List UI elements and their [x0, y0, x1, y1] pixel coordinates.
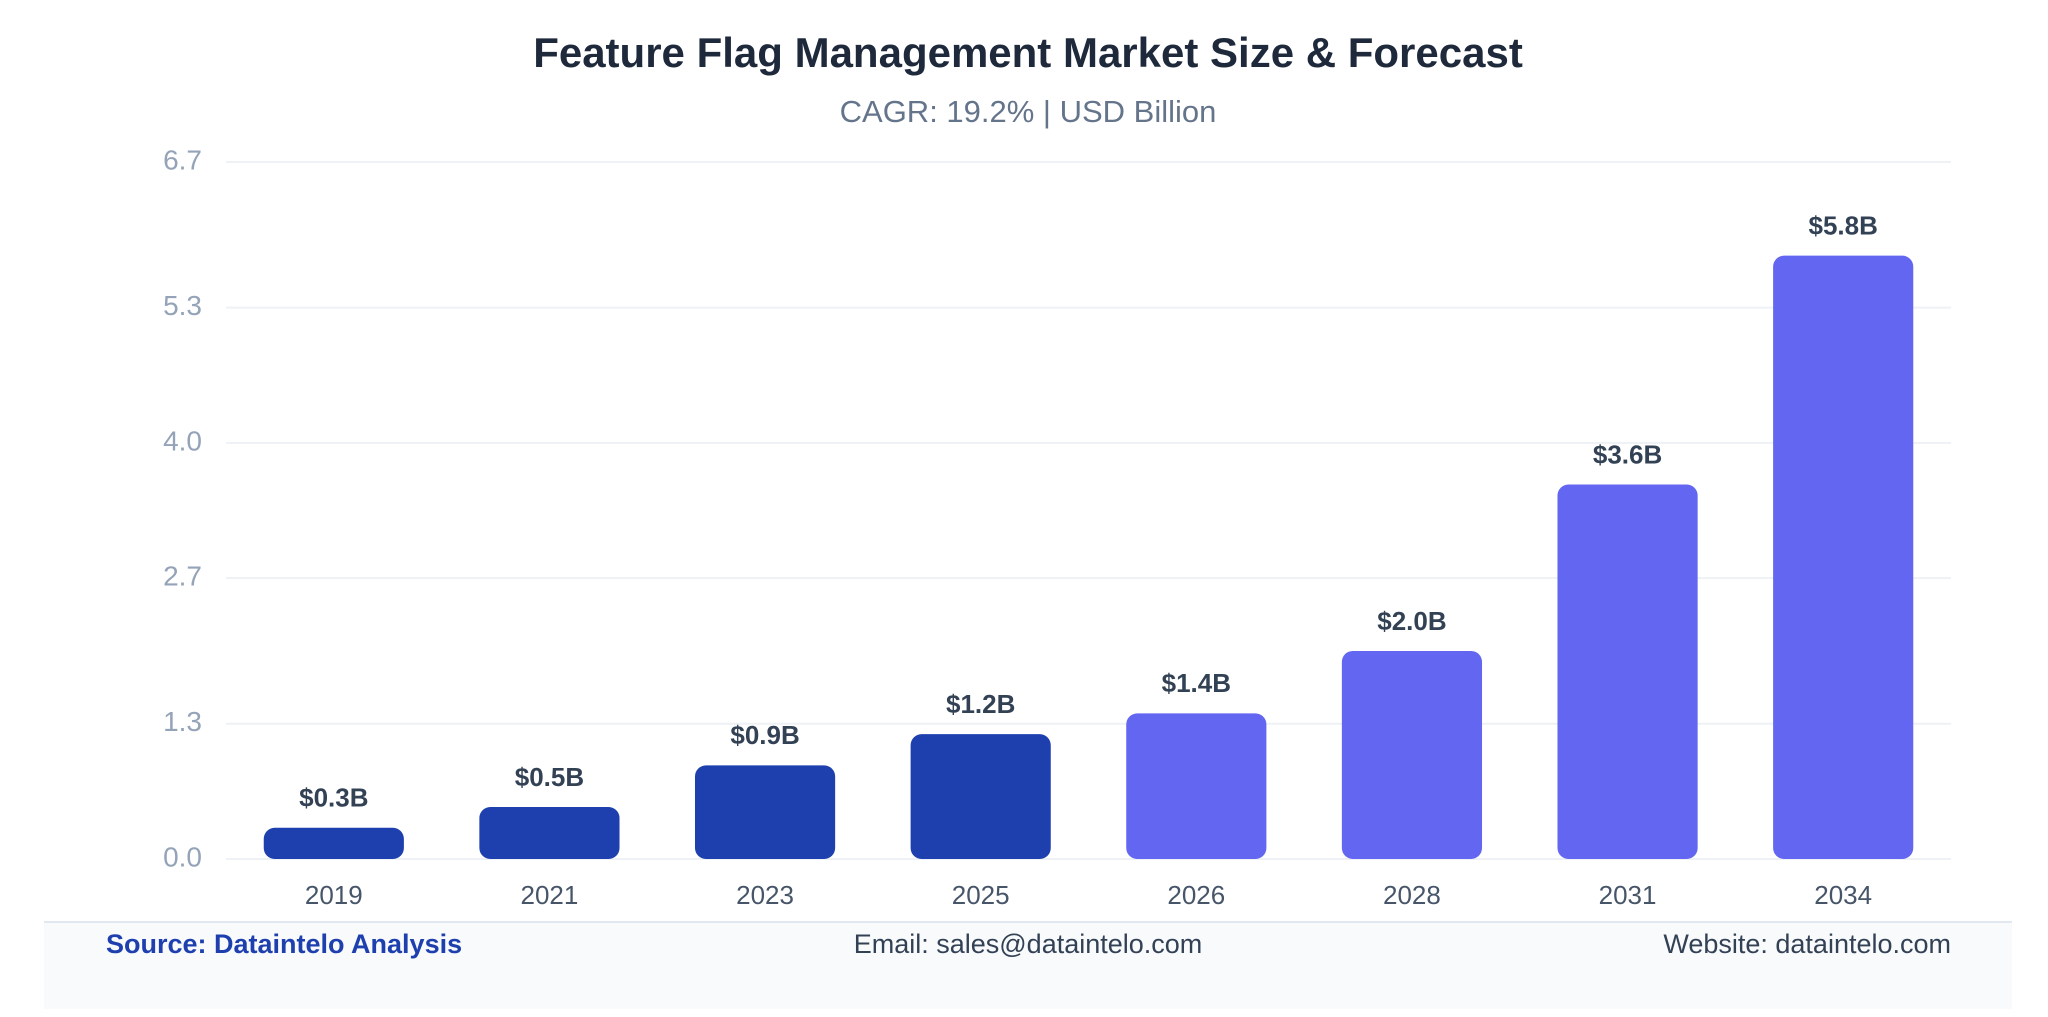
x-tick-label: 2026 [1167, 880, 1225, 910]
footer-email: Email: sales@dataintelo.com [854, 929, 1203, 959]
bar [1341, 650, 1483, 859]
value-label: $2.0B [1377, 606, 1446, 636]
value-label: $5.8B [1808, 211, 1877, 241]
y-tick-label: 1.3 [163, 706, 202, 737]
bar [694, 765, 836, 859]
chart-subtitle: CAGR: 19.2% | USD Billion [840, 94, 1217, 129]
footer-band [44, 922, 2012, 1009]
value-label: $1.2B [946, 689, 1015, 719]
y-tick-label: 6.7 [163, 144, 202, 175]
bar [1557, 484, 1698, 859]
x-tick-label: 2023 [736, 880, 794, 910]
value-label: $0.5B [515, 762, 584, 792]
chart-title: Feature Flag Management Market Size & Fo… [533, 29, 1523, 76]
bar [479, 806, 620, 859]
bar [1773, 255, 1914, 860]
value-label: $0.3B [299, 783, 368, 813]
footer-website: Website: dataintelo.com [1663, 929, 1951, 959]
value-label: $1.4B [1162, 668, 1231, 698]
y-tick-label: 5.3 [163, 290, 202, 321]
value-label: $3.6B [1593, 439, 1662, 469]
x-tick-label: 2021 [521, 880, 579, 910]
value-label: $0.9B [730, 720, 799, 750]
x-tick-label: 2034 [1814, 880, 1872, 910]
x-tick-label: 2028 [1383, 880, 1441, 910]
bar [910, 734, 1051, 859]
bar [1126, 713, 1267, 859]
y-tick-label: 0.0 [163, 841, 202, 872]
x-tick-label: 2031 [1599, 880, 1657, 910]
x-tick-label: 2025 [952, 880, 1010, 910]
footer-source: Source: Dataintelo Analysis [106, 929, 462, 959]
bar [263, 827, 404, 859]
y-tick-label: 4.0 [163, 425, 202, 456]
y-tick-label: 2.7 [163, 561, 202, 592]
x-tick-label: 2019 [305, 880, 363, 910]
